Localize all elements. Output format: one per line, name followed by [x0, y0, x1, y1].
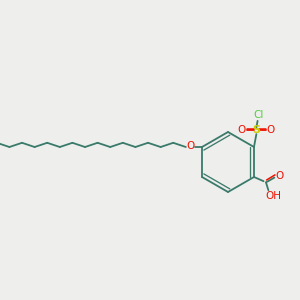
Text: OH: OH — [265, 191, 281, 201]
Text: O: O — [267, 125, 275, 136]
Text: O: O — [186, 141, 194, 152]
Text: S: S — [252, 125, 260, 136]
Text: O: O — [238, 125, 246, 136]
Text: O: O — [276, 171, 284, 181]
Text: Cl: Cl — [254, 110, 264, 121]
